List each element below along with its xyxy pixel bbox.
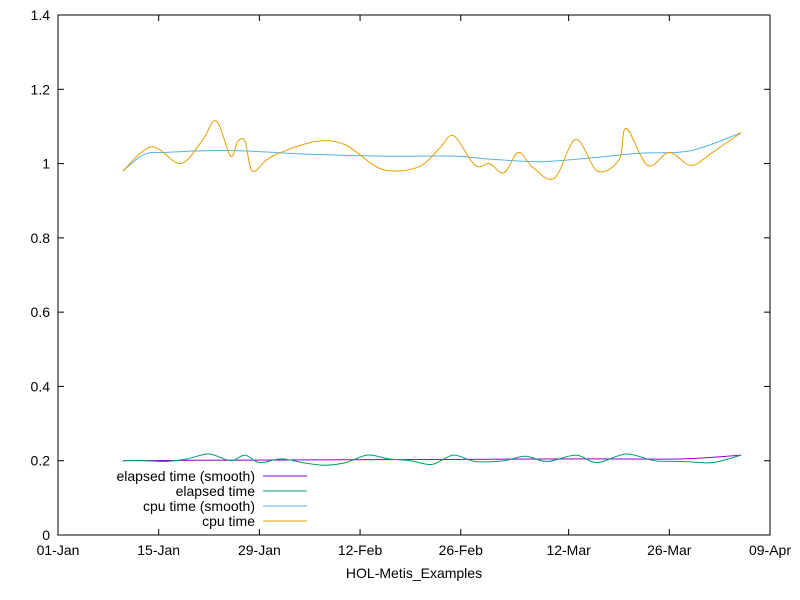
y-tick-label: 1.2 <box>31 81 51 97</box>
y-tick-label: 0 <box>42 527 50 543</box>
series-line-3 <box>122 120 742 180</box>
series-line-1 <box>122 453 742 466</box>
x-tick-label: 29-Jan <box>238 542 281 558</box>
series-line-2 <box>122 132 742 172</box>
y-tick-label: 0.6 <box>31 304 51 320</box>
x-axis-label: HOL-Metis_Examples <box>346 565 482 581</box>
x-tick-label: 01-Jan <box>37 542 80 558</box>
y-tick-label: 0.4 <box>31 378 51 394</box>
series-layer <box>122 120 742 466</box>
x-tick-label: 09-Apr <box>749 542 791 558</box>
x-tick-label: 15-Jan <box>137 542 180 558</box>
y-tick-label: 0.2 <box>31 453 51 469</box>
x-tick-label: 26-Feb <box>439 542 484 558</box>
x-tick-label: 12-Mar <box>546 542 591 558</box>
y-tick-label: 1 <box>42 156 50 172</box>
x-tick-label: 12-Feb <box>338 542 383 558</box>
legend-label-1: elapsed time <box>176 483 256 499</box>
legend-label-2: cpu time (smooth) <box>143 498 255 514</box>
legend-label-0: elapsed time (smooth) <box>116 468 255 484</box>
series-line-0 <box>122 454 742 462</box>
ticks: 0 0.2 0.4 0.6 0.8 1 1.2 1.4 01-Jan 15-Jan 29-Jan 12… <box>31 7 792 558</box>
plot-frame <box>57 14 771 536</box>
legend-label-3: cpu time <box>202 513 255 529</box>
y-tick-label: 0.8 <box>31 230 51 246</box>
x-tick-label: 26-Mar <box>647 542 692 558</box>
y-tick-label: 1.4 <box>31 7 51 23</box>
